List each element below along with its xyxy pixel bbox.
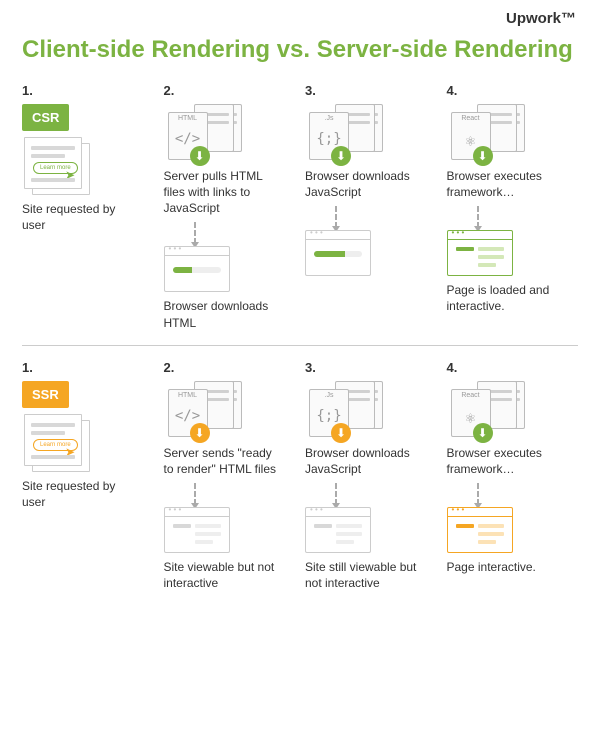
csr-step-2: 2. HTML </> ⬇ Server pulls HTML files wi… — [164, 83, 296, 331]
browser-loading-icon — [305, 230, 371, 276]
ssr-step-2: 2. HTML </> ⬇ Server sends "ready to ren… — [164, 360, 296, 592]
section-divider — [22, 345, 578, 346]
step-caption: Site requested by user — [22, 478, 142, 510]
step-caption: Site still viewable but not interactive — [305, 559, 425, 591]
browser-loading-icon — [164, 246, 230, 292]
csr-section: 1. CSR Learn more ➤ Site requested by us… — [22, 83, 578, 331]
step-number: 3. — [305, 83, 316, 98]
download-icon: ⬇ — [331, 423, 351, 443]
page-title: Client-side Rendering vs. Server-side Re… — [22, 36, 578, 65]
csr-step-4: 4. React ⚛ ⬇ Browser executes framework…… — [447, 83, 579, 331]
download-icon: ⬇ — [473, 423, 493, 443]
arrow-down-icon — [194, 483, 196, 505]
ssr-section: 1. SSR Learn more ➤ Site requested by us… — [22, 360, 578, 592]
step-caption: Server pulls HTML files with links to Ja… — [164, 168, 284, 217]
browser-viewable-icon — [305, 507, 371, 553]
browser-loaded-icon — [447, 230, 513, 276]
step-caption: Site requested by user — [22, 201, 142, 233]
js-file-icon: .Js {;} ⬇ — [305, 381, 387, 439]
step-caption: Page interactive. — [447, 559, 536, 575]
requested-page-icon: Learn more ➤ — [22, 135, 92, 195]
csr-step-3: 3. .Js {;} ⬇ Browser downloads JavaScrip… — [305, 83, 437, 331]
browser-interactive-icon — [447, 507, 513, 553]
requested-page-icon: Learn more ➤ — [22, 412, 92, 472]
arrow-down-icon — [194, 222, 196, 244]
react-file-icon: React ⚛ ⬇ — [447, 104, 529, 162]
browser-viewable-icon — [164, 507, 230, 553]
arrow-down-icon — [335, 483, 337, 505]
step-caption: Server sends "ready to render" HTML file… — [164, 445, 284, 477]
download-icon: ⬇ — [190, 423, 210, 443]
step-number: 3. — [305, 360, 316, 375]
csr-badge: CSR — [22, 104, 69, 131]
arrow-down-icon — [335, 206, 337, 228]
step-caption: Browser executes framework… — [447, 445, 567, 477]
step-number: 4. — [447, 360, 458, 375]
csr-step-1: 1. CSR Learn more ➤ Site requested by us… — [22, 83, 154, 331]
step-number: 2. — [164, 83, 175, 98]
step-number: 1. — [22, 83, 33, 98]
step-caption: Browser downloads JavaScript — [305, 445, 425, 477]
arrow-down-icon — [477, 483, 479, 505]
ssr-step-1: 1. SSR Learn more ➤ Site requested by us… — [22, 360, 154, 592]
brand-logo: Upwork™ — [506, 10, 576, 27]
html-file-icon: HTML </> ⬇ — [164, 381, 246, 439]
step-caption: Browser downloads HTML — [164, 298, 284, 330]
ssr-step-3: 3. .Js {;} ⬇ Browser downloads JavaScrip… — [305, 360, 437, 592]
html-file-icon: HTML </> ⬇ — [164, 104, 246, 162]
js-file-icon: .Js {;} ⬇ — [305, 104, 387, 162]
step-number: 4. — [447, 83, 458, 98]
step-caption: Site viewable but not interactive — [164, 559, 284, 591]
step-number: 2. — [164, 360, 175, 375]
download-icon: ⬇ — [331, 146, 351, 166]
arrow-down-icon — [477, 206, 479, 228]
download-icon: ⬇ — [473, 146, 493, 166]
step-number: 1. — [22, 360, 33, 375]
step-caption: Browser downloads JavaScript — [305, 168, 425, 200]
ssr-step-4: 4. React ⚛ ⬇ Browser executes framework…… — [447, 360, 579, 592]
step-caption: Page is loaded and interactive. — [447, 282, 567, 314]
react-file-icon: React ⚛ ⬇ — [447, 381, 529, 439]
ssr-badge: SSR — [22, 381, 69, 408]
step-caption: Browser executes framework… — [447, 168, 567, 200]
download-icon: ⬇ — [190, 146, 210, 166]
